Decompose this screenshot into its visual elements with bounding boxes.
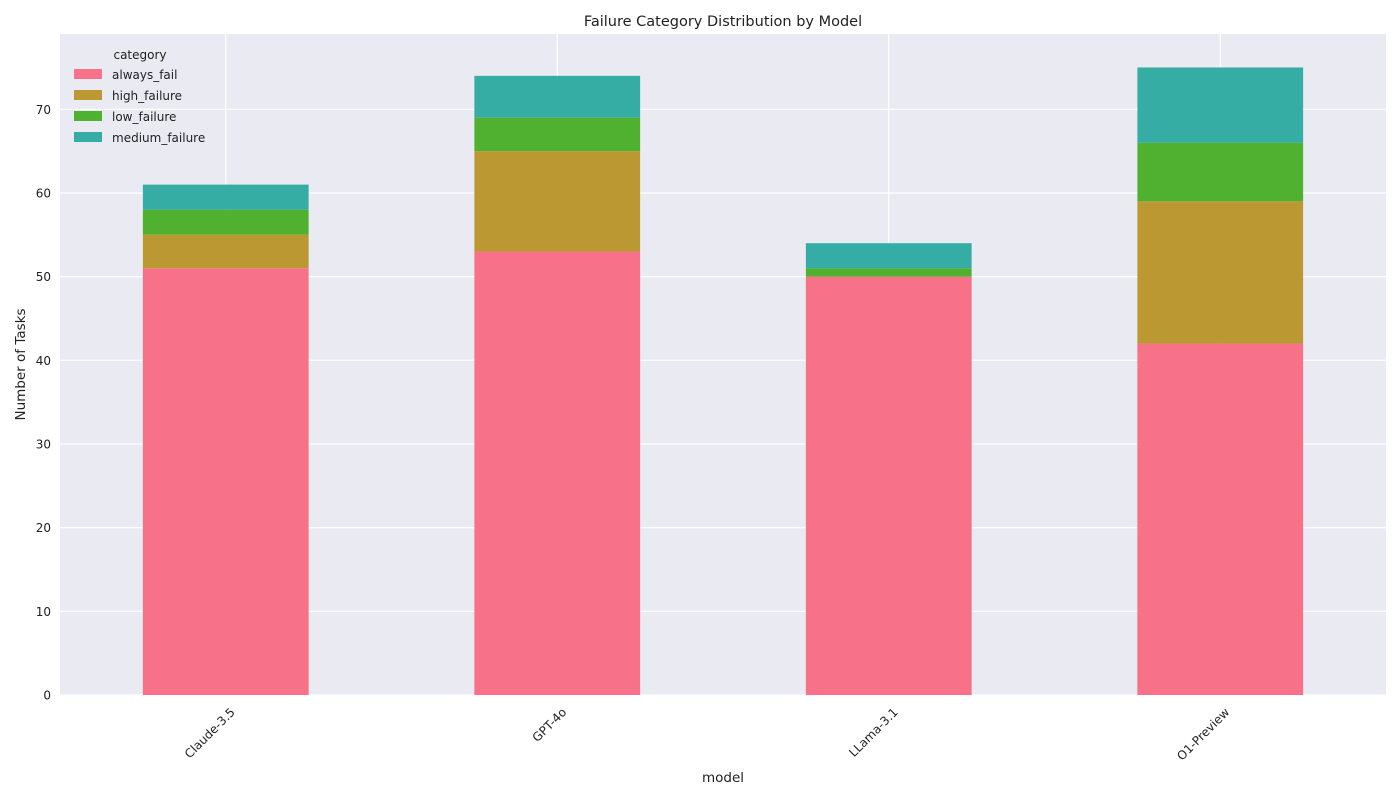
x-axis-title: model [702,770,744,786]
legend-swatch-high-failure [74,90,102,100]
legend: category always_fail high_failure low_fail… [74,48,205,145]
y-tick-label: 60 [36,186,51,200]
bar-always-fail-o1-preview [1137,343,1304,695]
y-tick-label: 20 [36,521,51,535]
y-tick-label: 10 [36,605,51,619]
bar-low-failure-llama-3-1 [805,268,972,277]
y-tick-label: 30 [36,437,51,451]
chart-title: Failure Category Distribution by Model [584,14,862,30]
bar-low-failure-o1-preview [1137,142,1304,202]
bars [142,67,1304,695]
legend-label-high-failure: high_failure [112,89,182,103]
legend-label-low-failure: low_failure [112,110,176,124]
bar-low-failure-gpt-4o [474,117,641,152]
bar-medium-failure-gpt-4o [474,75,641,118]
legend-title: category [113,48,166,62]
y-tick-label: 50 [36,270,51,284]
bar-low-failure-claude-3-5 [142,209,309,235]
bar-always-fail-gpt-4o [474,251,641,695]
y-tick-label: 70 [36,103,51,117]
y-axis-title: Number of Tasks [13,309,29,421]
legend-label-always-fail: always_fail [112,68,177,82]
x-tick-label: LLama-3.1 [846,705,901,760]
bar-medium-failure-llama-3-1 [805,243,972,269]
legend-swatch-always-fail [74,69,102,79]
y-axis-ticks: 0 10 20 30 40 50 60 70 [36,103,51,703]
bar-always-fail-llama-3-1 [805,276,972,695]
legend-label-medium-failure: medium_failure [112,131,205,145]
y-tick-label: 0 [43,689,51,703]
bar-high-failure-gpt-4o [474,151,641,252]
bar-medium-failure-claude-3-5 [142,184,309,210]
bar-medium-failure-o1-preview [1137,67,1304,143]
bar-always-fail-claude-3-5 [142,268,309,695]
legend-swatch-low-failure [74,111,102,121]
x-tick-label: O1-Preview [1174,705,1232,763]
x-axis-ticks: Claude-3.5 GPT-4o LLama-3.1 O1-Preview [182,705,1233,763]
bar-high-failure-claude-3-5 [142,234,309,269]
x-tick-label: Claude-3.5 [182,705,238,761]
x-tick-label: GPT-4o [530,705,570,745]
legend-swatch-medium-failure [74,132,102,142]
bar-high-failure-o1-preview [1137,201,1304,344]
y-tick-label: 40 [36,354,51,368]
